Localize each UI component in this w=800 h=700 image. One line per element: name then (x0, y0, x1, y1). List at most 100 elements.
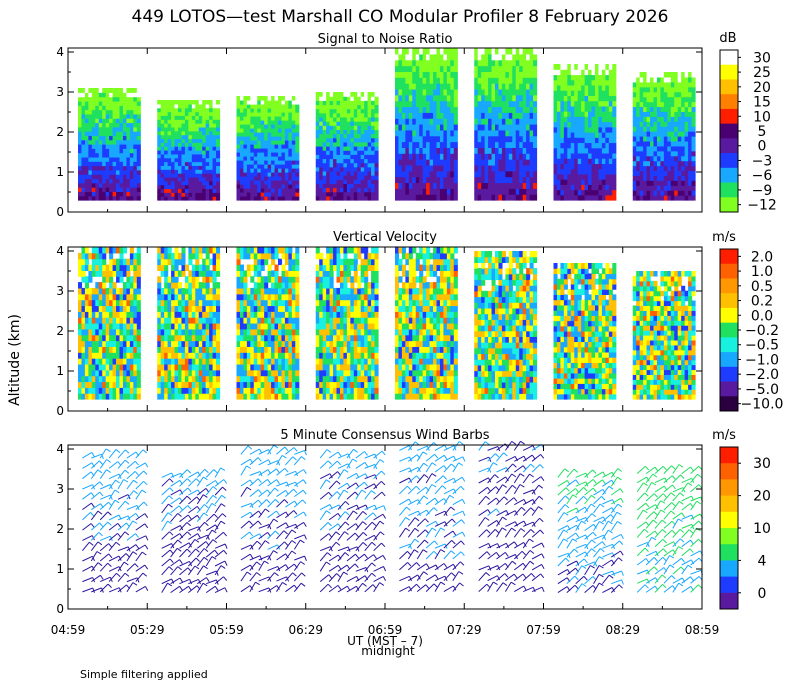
vertical-velocity-cell (202, 258, 207, 266)
snr-cell (484, 88, 489, 96)
snr-cell (436, 153, 441, 160)
snr-cell (102, 109, 107, 115)
snr-cell (684, 170, 689, 176)
snr-cell (167, 103, 172, 109)
snr-cell (288, 160, 293, 165)
vertical-velocity-cell (126, 299, 131, 307)
snr-cell (357, 96, 362, 101)
snr-cell (264, 176, 269, 181)
vertical-velocity-cell (174, 276, 179, 283)
vertical-velocity-cell (271, 393, 276, 400)
vertical-velocity-cell (171, 334, 176, 342)
snr-cell (677, 160, 682, 167)
snr-cell (257, 144, 262, 149)
snr-cell (526, 59, 531, 67)
vertical-velocity-cell (84, 323, 89, 330)
snr-cell (253, 188, 258, 193)
snr-cell (274, 148, 279, 153)
snr-cell (663, 190, 668, 196)
vertical-velocity-cell (264, 317, 269, 324)
snr-cell (136, 161, 141, 167)
snr-cell (401, 147, 406, 154)
snr-cell (264, 184, 269, 189)
snr-cell (291, 188, 296, 193)
snr-cell (636, 76, 641, 83)
snr-cell (450, 94, 455, 102)
snr-cell (167, 142, 172, 147)
snr-cell (501, 77, 506, 84)
snr-cell (284, 168, 289, 173)
snr-cell (216, 153, 221, 159)
snr-cell (239, 152, 245, 157)
snr-cell (122, 182, 128, 188)
snr-cell (95, 92, 100, 98)
snr-cell (401, 194, 406, 201)
vertical-velocity-cell (198, 369, 203, 377)
snr-cell (526, 71, 531, 78)
snr-cell (257, 196, 262, 201)
snr-cell (446, 141, 451, 148)
snr-cell (677, 150, 682, 157)
snr-cell (116, 131, 121, 136)
snr-cell (401, 59, 406, 67)
vertical-velocity-cell (178, 299, 183, 307)
snr-cell (574, 142, 579, 149)
vertical-velocity-cell (174, 323, 179, 330)
snr-cell (412, 65, 417, 72)
snr-cell (598, 100, 603, 107)
snr-cell (501, 153, 506, 160)
vertical-velocity-cell (188, 381, 193, 388)
snr-cell (160, 184, 165, 190)
snr-cell (326, 191, 331, 197)
snr-cell (584, 64, 589, 70)
snr-cell (88, 118, 93, 124)
snr-cell (326, 146, 331, 151)
snr-cell (684, 106, 689, 112)
snr-cell (119, 169, 124, 175)
snr-cell (474, 118, 479, 125)
snr-cell (105, 105, 110, 111)
snr-cell (636, 185, 641, 191)
snr-cell (667, 140, 672, 147)
vertical-velocity-cell (91, 299, 96, 307)
vertical-velocity-cell (264, 381, 269, 388)
vertical-velocity-cell (209, 369, 214, 377)
snr-cell (157, 157, 162, 163)
snr-cell (98, 100, 103, 106)
vertical-velocity-cell (188, 258, 193, 266)
snr-cell (164, 134, 169, 140)
snr-cell (584, 100, 589, 107)
snr-cell (264, 104, 269, 109)
vertical-velocity-cell (181, 264, 186, 271)
vertical-velocity-cell (184, 352, 189, 359)
snr-cell (553, 168, 558, 175)
snr-cell (632, 180, 637, 186)
snr-cell (181, 130, 186, 136)
snr-cell (288, 108, 293, 113)
snr-cell (567, 74, 572, 81)
snr-cell (164, 138, 169, 143)
snr-cell (650, 121, 655, 127)
snr-cell (639, 190, 644, 196)
snr-cell (612, 184, 617, 191)
vertical-velocity-cell (119, 293, 124, 301)
snr-cell (198, 169, 203, 174)
snr-cell (109, 165, 114, 171)
snr-cell (205, 165, 210, 170)
snr-cell (191, 130, 196, 136)
snr-cell (122, 191, 128, 197)
snr-cell (291, 168, 296, 173)
snr-cell (84, 178, 89, 184)
snr-cell (508, 124, 513, 131)
vertical-velocity-cell (116, 381, 121, 388)
vertical-velocity-cell (236, 264, 241, 271)
vertical-velocity-cell (88, 311, 93, 318)
snr-cell (591, 79, 596, 86)
snr-cell (260, 124, 265, 129)
snr-cell (129, 126, 134, 132)
snr-cell (505, 59, 510, 67)
snr-cell (319, 116, 324, 122)
vertical-velocity-cell (160, 334, 165, 342)
snr-cell (656, 76, 662, 83)
snr-cell (78, 96, 83, 102)
